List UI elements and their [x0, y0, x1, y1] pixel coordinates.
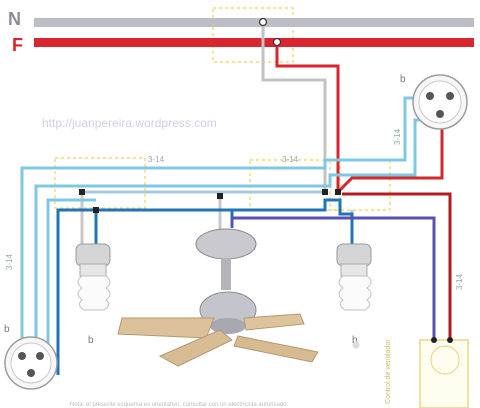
bulb-right-label: b: [352, 335, 358, 346]
controller-label: Control de ventilador: [385, 339, 392, 404]
watermark: http://juanpereira.wordpress.com: [42, 116, 217, 130]
left-junction-box: [54, 157, 146, 209]
neutral-wires: [80, 24, 354, 250]
wire-label-left-vertical: 3-14: [5, 253, 14, 270]
ceiling-fan: [117, 228, 360, 367]
switch-top-right: b: [400, 74, 468, 130]
wire-label-right-vertical: 3-14: [393, 128, 402, 145]
phase-label: F: [12, 35, 23, 55]
neutral-bus: [34, 18, 474, 27]
wire-label-right-lower: 3-14: [455, 273, 464, 290]
phase-bus: [34, 38, 474, 47]
connection-dots: [79, 17, 341, 213]
switch-bottom-left-label: b: [4, 324, 10, 335]
bulb-left: b: [75, 243, 111, 346]
bulb-right: b: [336, 243, 372, 346]
fan-controller: Control de ventilador: [385, 337, 469, 408]
main-junction-box: [212, 7, 294, 63]
violet-wire: [230, 216, 436, 338]
neutral-label: N: [8, 9, 21, 29]
footer-note: Nota: el presente esquema es orientativo…: [70, 402, 288, 408]
light-blue-wires: [20, 96, 428, 370]
bulb-left-label: b: [88, 335, 94, 346]
wire-label-top-left: 3-14: [148, 155, 165, 164]
wire-labels: 3-14 3-14 3-14 3-14 3-14: [5, 128, 464, 290]
wire-label-top-center: 3-14: [282, 155, 299, 164]
switch-top-right-label: b: [400, 74, 406, 85]
phase-wires: [275, 42, 452, 340]
switch-bottom-left: b: [4, 324, 58, 390]
